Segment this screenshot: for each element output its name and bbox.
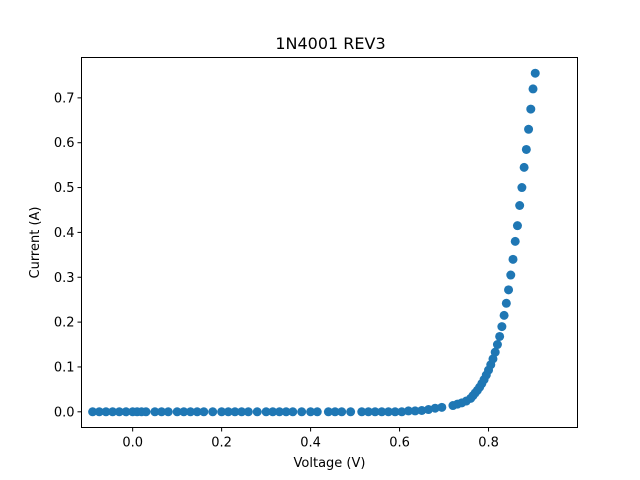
x-tick-label: 0.2 xyxy=(211,436,232,451)
data-point xyxy=(312,407,322,417)
data-point xyxy=(363,407,373,417)
data-point xyxy=(417,405,427,415)
x-tick-label: 0.6 xyxy=(389,436,410,451)
y-tick-label: 0.0 xyxy=(54,405,75,420)
data-point xyxy=(330,407,340,417)
data-point xyxy=(208,407,218,417)
data-point xyxy=(519,162,529,172)
data-point xyxy=(243,407,253,417)
data-point xyxy=(88,407,98,417)
data-point xyxy=(517,183,527,193)
data-point xyxy=(252,407,262,417)
data-point xyxy=(506,270,516,280)
data-point xyxy=(526,104,536,114)
data-point xyxy=(185,407,195,417)
data-point xyxy=(528,84,538,94)
data-point xyxy=(114,407,124,417)
x-tick-label: 0.8 xyxy=(478,436,499,451)
data-point xyxy=(383,407,393,417)
data-point xyxy=(199,407,209,417)
data-point xyxy=(499,310,509,320)
data-point xyxy=(150,407,160,417)
data-point xyxy=(508,254,518,264)
data-point xyxy=(108,407,118,417)
data-point xyxy=(121,407,131,417)
data-point xyxy=(268,407,278,417)
data-point xyxy=(530,68,540,78)
data-point xyxy=(524,124,534,134)
data-point xyxy=(101,407,111,417)
data-point xyxy=(237,407,247,417)
y-axis-label: Current (A) xyxy=(28,207,43,279)
data-point xyxy=(94,407,104,417)
x-axis-label: Voltage (V) xyxy=(294,456,366,471)
x-axis: 0.0 0.2 0.4 0.6 0.8 xyxy=(122,427,499,451)
data-point xyxy=(403,406,413,416)
data-point xyxy=(515,201,525,210)
points-layer xyxy=(88,68,540,417)
data-point xyxy=(297,407,307,417)
data-point xyxy=(510,236,520,246)
data-point xyxy=(492,340,502,350)
data-point xyxy=(274,407,284,417)
y-tick-label: 0.6 xyxy=(54,136,75,151)
data-point xyxy=(357,407,367,417)
y-tick-label: 0.3 xyxy=(54,271,75,286)
data-point xyxy=(497,322,507,332)
data-point xyxy=(172,407,182,417)
data-point xyxy=(430,403,440,413)
data-point xyxy=(179,407,189,417)
data-point xyxy=(323,407,333,417)
y-tick-label: 0.4 xyxy=(54,226,75,241)
data-point xyxy=(281,407,291,417)
data-point xyxy=(410,406,420,416)
data-point xyxy=(337,407,347,417)
plot-frame xyxy=(81,57,578,428)
data-point xyxy=(261,407,271,417)
data-point xyxy=(217,407,227,417)
data-point xyxy=(192,407,202,417)
y-tick-label: 0.2 xyxy=(54,316,75,331)
data-point xyxy=(346,407,356,417)
data-point xyxy=(306,407,316,417)
chart-title: 1N4001 REV3 xyxy=(275,34,385,53)
data-point xyxy=(495,331,505,341)
y-tick-label: 0.7 xyxy=(54,91,75,106)
data-point xyxy=(390,407,400,417)
data-point xyxy=(377,407,387,417)
data-point xyxy=(490,347,500,357)
data-point xyxy=(512,221,522,231)
data-point xyxy=(504,285,514,295)
data-point xyxy=(501,298,511,308)
x-tick-label: 0.4 xyxy=(300,436,321,451)
data-point xyxy=(423,405,433,415)
data-point xyxy=(437,402,447,412)
data-point xyxy=(521,144,531,154)
y-tick-label: 0.5 xyxy=(54,181,75,196)
x-tick-label: 0.0 xyxy=(122,436,143,451)
y-axis: 0.0 0.1 0.2 0.3 0.4 0.5 0.6 0.7 xyxy=(54,91,82,420)
data-point xyxy=(370,407,380,417)
data-point xyxy=(141,407,151,417)
y-tick-label: 0.1 xyxy=(54,360,75,375)
data-point xyxy=(157,407,167,417)
data-point xyxy=(223,407,233,417)
data-point xyxy=(397,407,407,417)
data-point xyxy=(288,407,298,417)
data-point xyxy=(163,407,173,417)
data-point xyxy=(230,407,240,417)
